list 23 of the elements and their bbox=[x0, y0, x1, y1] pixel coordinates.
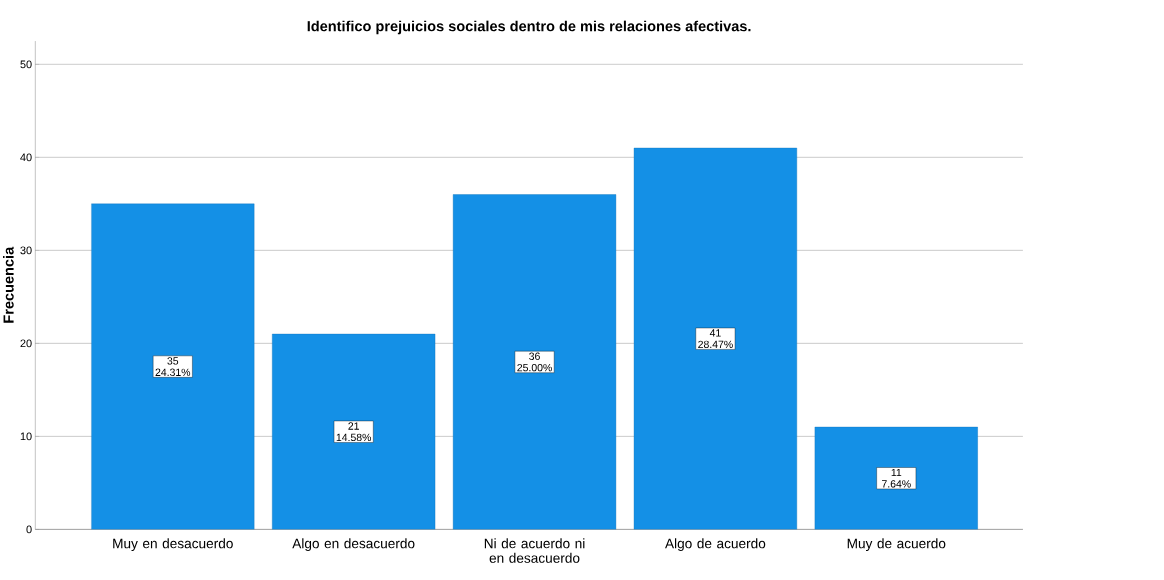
y-axis-title: Frecuencia bbox=[3, 246, 14, 323]
bar bbox=[91, 203, 255, 530]
y-tick-label: 10 bbox=[20, 432, 32, 441]
data-label: 21 14.58% bbox=[336, 422, 372, 442]
data-label: 41 28.47% bbox=[698, 329, 733, 349]
bar bbox=[452, 194, 617, 530]
y-tick-label: 50 bbox=[20, 60, 32, 69]
x-tick-label: Algo en desacuerdo bbox=[292, 538, 415, 552]
bar bbox=[814, 427, 978, 530]
y-tick-label: 20 bbox=[20, 339, 32, 348]
y-tick-label: 40 bbox=[20, 153, 32, 162]
bar bbox=[633, 148, 797, 530]
bar bbox=[272, 334, 436, 530]
data-label: 35 24.31% bbox=[155, 357, 191, 377]
y-tick-label: 30 bbox=[20, 246, 32, 255]
x-tick-label: Muy en desacuerdo bbox=[113, 538, 233, 552]
data-label: 36 25.00% bbox=[517, 352, 552, 372]
y-tick-label: 0 bbox=[26, 525, 32, 534]
data-label: 11 7.64% bbox=[882, 469, 911, 488]
x-tick-label: Algo de acuerdo bbox=[665, 538, 766, 552]
x-tick-label: Ni de acuerdo ni en desacuerdo bbox=[484, 538, 585, 564]
chart-title: Identifico prejuicios sociales dentro de mis relaciones afectivas. bbox=[307, 20, 751, 35]
x-tick-label: Muy de acuerdo bbox=[847, 538, 946, 552]
